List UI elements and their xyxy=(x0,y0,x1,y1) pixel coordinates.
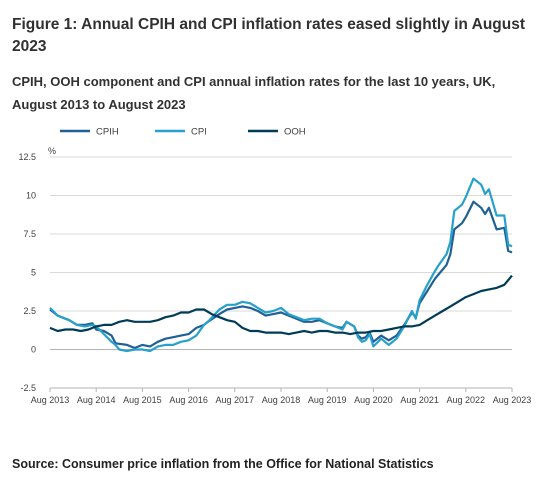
x-tick-label: Aug 2020 xyxy=(354,395,393,405)
gridlines xyxy=(50,156,512,389)
chart-subtitle: CPIH, OOH component and CPI annual infla… xyxy=(12,74,496,112)
legend-label-cpi: CPI xyxy=(191,127,207,138)
series-line-cpih xyxy=(49,200,513,350)
chart-title: Figure 1: Annual CPIH and CPI inflation … xyxy=(12,16,525,55)
x-tick-label: Aug 2019 xyxy=(308,395,347,405)
legend-label-ooh: OOH xyxy=(284,127,306,138)
x-tick-label: Aug 2023 xyxy=(493,395,532,405)
x-tick-label: Aug 2015 xyxy=(123,395,162,405)
y-tick-label: 7.5 xyxy=(23,229,36,239)
x-tick-label: Aug 2013 xyxy=(31,395,70,405)
y-tick-label: 0 xyxy=(31,345,36,355)
y-tick-label: 5 xyxy=(31,268,36,278)
x-tick-label: Aug 2021 xyxy=(400,395,439,405)
y-tick-label: -2.5 xyxy=(20,383,36,393)
y-axis-label: % xyxy=(48,146,56,156)
y-tick-label: 10 xyxy=(26,191,36,201)
x-tick-label: Aug 2016 xyxy=(169,395,208,405)
x-tick-label: Aug 2014 xyxy=(77,395,116,405)
y-tick-label: 2.5 xyxy=(23,306,36,316)
x-tick-label: Aug 2022 xyxy=(447,395,486,405)
legend-label-cpih: CPIH xyxy=(96,127,119,138)
x-axis: Aug 2013 Aug 2014 Aug 2015 Aug 2016 Aug 2017… xyxy=(31,387,532,405)
series-line-cpi xyxy=(49,177,513,353)
series-line-ooh xyxy=(49,274,513,336)
y-axis: 12.5 10 7.5 5 2.5 0 -2.5% xyxy=(18,146,56,393)
x-tick-label: Aug 2018 xyxy=(262,395,301,405)
y-tick-label: 12.5 xyxy=(18,152,36,162)
series-lines xyxy=(49,177,513,353)
x-tick-label: Aug 2017 xyxy=(216,395,255,405)
legend: CPIH CPI OOH xyxy=(60,127,306,138)
source-note: Source: Consumer price inflation from th… xyxy=(12,457,434,471)
